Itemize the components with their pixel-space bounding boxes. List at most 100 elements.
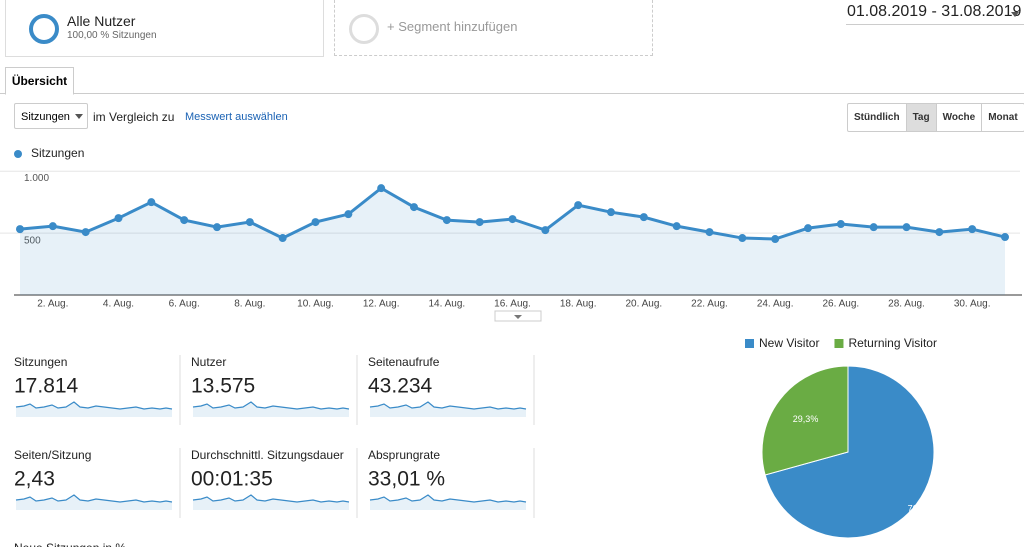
point: [541, 226, 550, 235]
point: [705, 228, 714, 237]
point: [278, 234, 287, 243]
metric-value: 2,43: [14, 468, 55, 491]
legend-label: Returning Visitor: [848, 336, 937, 350]
point: [672, 222, 681, 231]
x-tick-label: 14. Aug.: [428, 299, 465, 310]
granularity-button[interactable]: Monat: [981, 104, 1023, 131]
point: [804, 224, 812, 233]
point: [180, 216, 189, 225]
sparkline: [369, 494, 527, 503]
point: [48, 222, 57, 231]
point: [639, 213, 648, 222]
point: [1001, 233, 1009, 242]
point: [311, 218, 320, 227]
pie-slice: [764, 365, 935, 539]
metric-name: Nutzer: [191, 355, 226, 369]
x-tick-label: 10. Aug.: [297, 299, 334, 310]
segment-icon: [29, 14, 59, 44]
point: [607, 208, 615, 217]
sparkline-area: [16, 402, 172, 417]
pie-value-label: 29,3%: [793, 414, 819, 424]
metric-name: Durchschnittl. Sitzungsdauer: [191, 448, 344, 462]
x-tick-label: 22. Aug.: [691, 299, 728, 310]
segment-name: Alle Nutzer: [67, 13, 136, 29]
point: [574, 201, 583, 210]
metric-name: Neue Sitzungen in %: [14, 541, 126, 547]
choose-metric[interactable]: Messwert auswählen: [185, 111, 288, 123]
granularity-button[interactable]: Woche: [935, 104, 982, 131]
metric-value: 43.234: [368, 375, 433, 398]
metric-value: 17.814: [14, 375, 79, 398]
point: [475, 218, 484, 227]
metric-value: 00:01:35: [191, 468, 273, 491]
point: [147, 198, 156, 207]
legend-label: New Visitor: [759, 336, 819, 350]
date-underline: [846, 24, 1024, 25]
point: [902, 223, 911, 232]
granularity-button[interactable]: Tag: [905, 104, 936, 131]
point: [213, 223, 221, 232]
y-tick-label: 500: [24, 236, 41, 247]
segment-box[interactable]: [5, 0, 324, 57]
segment-sub: 100,00 % Sitzungen: [67, 30, 157, 41]
add-segment[interactable]: + Segment hinzufügen: [387, 19, 518, 34]
x-tick-label: 30. Aug.: [954, 299, 991, 310]
point: [16, 225, 24, 234]
pie-value-label: 70,7%: [908, 504, 934, 514]
compare-text: im Vergleich zu: [93, 110, 175, 124]
sparkline: [15, 401, 173, 410]
point: [869, 223, 878, 232]
tab[interactable]: Übersicht: [5, 67, 74, 95]
x-tick-label: 18. Aug.: [560, 299, 597, 310]
x-tick-label: 6. Aug.: [169, 299, 200, 310]
x-tick-label: 2. Aug.: [37, 299, 68, 310]
pie-slice: [761, 365, 849, 476]
point: [245, 218, 254, 227]
sparkline: [192, 494, 350, 503]
point: [836, 220, 845, 229]
metric-name: Seitenaufrufe: [368, 355, 440, 369]
granularity-button[interactable]: Stündlich: [854, 112, 900, 123]
metric-name: Sitzungen: [14, 355, 67, 369]
chart-toggle-arrow: [514, 315, 522, 319]
metric-value: 13.575: [191, 375, 255, 398]
sparkline-area: [16, 495, 172, 510]
sparkline-area: [193, 402, 349, 417]
x-tick-label: 12. Aug.: [363, 299, 400, 310]
select-arrow: [75, 114, 83, 123]
sparkline-area: [193, 495, 349, 510]
point: [968, 225, 977, 234]
sparkline: [15, 494, 173, 503]
legend-marker: [14, 150, 22, 158]
legend-label: Sitzungen: [31, 146, 84, 160]
x-tick-label: 28. Aug.: [888, 299, 925, 310]
x-tick-label: 8. Aug.: [234, 299, 265, 310]
legend-swatch: [745, 339, 754, 348]
sparkline: [369, 401, 527, 410]
point: [738, 234, 747, 243]
point: [81, 228, 90, 237]
metric-value: 33,01 %: [368, 468, 445, 491]
add-segment-box[interactable]: [334, 0, 653, 56]
point: [935, 228, 944, 237]
x-tick-label: 16. Aug.: [494, 299, 531, 310]
x-tick-label: 24. Aug.: [757, 299, 794, 310]
point: [377, 184, 386, 193]
date-dropdown[interactable]: [1011, 12, 1019, 21]
add-segment-icon: [349, 14, 379, 44]
x-tick-label: 4. Aug.: [103, 299, 134, 310]
metric-select[interactable]: Sitzungen: [14, 103, 88, 129]
sparkline: [192, 401, 350, 410]
point: [442, 216, 451, 225]
granularity: Stündlich Tag Woche Monat: [847, 103, 1024, 132]
date-range[interactable]: 01.08.2019 - 31.08.2019: [847, 3, 1022, 20]
x-tick-label: 26. Aug.: [822, 299, 859, 310]
metric-name: Absprungrate: [368, 448, 440, 462]
sparkline-area: [370, 495, 526, 510]
y-tick-label: 1.000: [24, 173, 49, 184]
point: [410, 203, 418, 212]
legend-swatch: [834, 339, 844, 348]
metric-name: Seiten/Sitzung: [14, 448, 91, 462]
